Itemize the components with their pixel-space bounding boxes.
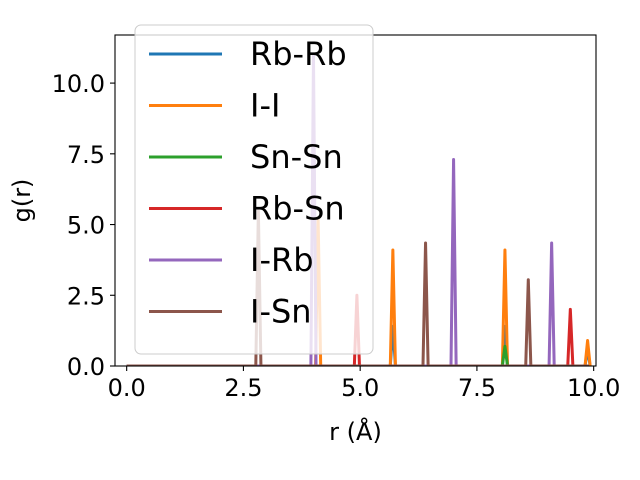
legend-box — [134, 24, 374, 355]
x-tick-label: 0.0 — [108, 374, 146, 402]
y-tick-label: 10.0 — [52, 70, 105, 98]
x-tick-label: 10.0 — [567, 374, 620, 402]
legend-label: Sn-Sn — [250, 138, 343, 176]
x-tick-label: 2.5 — [224, 374, 262, 402]
legend-label: Rb-Rb — [250, 35, 347, 73]
legend-label: I-I — [250, 87, 280, 125]
x-tick-label: 7.5 — [458, 374, 496, 402]
axes: 0.0 2.5 5.0 7.5 10.0 0.0 2.5 5.0 7.5 10.0 r (Å) g(r… — [8, 34, 620, 446]
x-axis-label: r (Å) — [329, 417, 382, 446]
y-tick-label: 7.5 — [67, 141, 105, 169]
legend-label: I-Rb — [250, 241, 314, 279]
y-tick-label: 5.0 — [67, 212, 105, 240]
y-tick-label: 0.0 — [67, 353, 105, 381]
legend-label: Rb-Sn — [250, 190, 345, 228]
y-axis-label: g(r) — [8, 179, 36, 223]
y-tick-label: 2.5 — [67, 282, 105, 310]
legend: Rb-Rb I-I Sn-Sn Rb-Sn I-Rb I-Sn — [134, 24, 374, 355]
legend-label: I-Sn — [250, 293, 312, 331]
x-tick-label: 5.0 — [341, 374, 379, 402]
